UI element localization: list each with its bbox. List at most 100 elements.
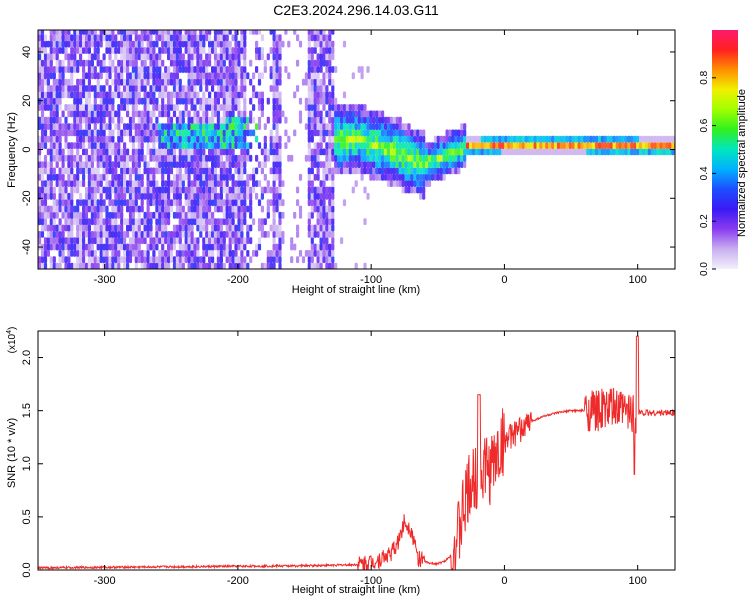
heatmap-cell [231,186,235,194]
heatmap-cell [269,72,273,80]
heatmap-cell [199,161,203,168]
heatmap-cell [38,237,42,245]
heatmap-cell [46,167,50,175]
heatmap-cell [114,231,118,238]
heatmap-cell [213,59,218,67]
heatmap-cell [134,135,138,143]
heatmap-cell [386,116,391,124]
heatmap-cell [120,192,124,200]
heatmap-cell [49,110,53,118]
heatmap-cell [639,148,643,156]
heatmap-cell [52,47,56,54]
heatmap-cell [131,224,135,232]
heatmap-cell [313,192,317,200]
heatmap-cell [310,30,314,35]
heatmap-cell [231,123,235,130]
heatmap-cell [172,231,177,238]
heatmap-cell [240,148,244,156]
heatmap-cell [351,116,355,124]
heatmap-cell [137,34,141,42]
heatmap-cell [433,154,437,162]
heatmap-cell [269,167,273,175]
heatmap-cell [551,135,555,143]
heatmap-cell [281,211,285,219]
heatmap-cell [99,59,103,67]
heatmap-cell [213,142,218,149]
heatmap-cell [76,180,80,187]
heatmap-cell [155,148,159,156]
heatmap-cell [351,148,355,156]
heatmap-cell [222,250,226,257]
heatmap-cell [348,161,352,168]
heatmap-cell [216,34,220,42]
heatmap-cell [219,243,223,251]
heatmap-cell [328,40,332,48]
heatmap-cell [205,142,209,149]
heatmap-cell [108,66,112,73]
heatmap-cell [627,148,631,156]
heatmap-cell [237,135,241,143]
heatmap-cell [559,142,564,149]
heatmap-cell [471,135,476,143]
heatmap-cell [211,218,215,226]
heatmap-cell [134,66,138,73]
heatmap-cell [231,231,235,238]
heatmap-cell [84,218,89,226]
heatmap-cell [337,148,341,156]
heatmap-cell [316,142,320,149]
heatmap-cell [187,237,191,245]
heatmap-cell [79,110,83,118]
heatmap-cell [260,186,264,194]
heatmap-cell [108,30,112,35]
heatmap-cell [231,47,235,54]
heatmap-cell [61,59,65,67]
heatmap-cell [155,186,159,194]
heatmap-cell [84,262,89,269]
heatmap-cell [149,66,153,73]
heatmap-cell [219,135,223,143]
heatmap-cell [398,135,402,143]
heatmap-cell [187,97,191,105]
heatmap-cell [275,129,279,137]
heatmap-cell [64,47,68,54]
heatmap-cell [213,186,218,194]
heatmap-cell [360,104,364,111]
heatmap-cell [114,110,118,118]
heatmap-cell [67,85,71,92]
heatmap-cell [410,161,414,168]
heatmap-cell [108,72,112,80]
heatmap-cell [319,34,323,42]
heatmap-cell [108,53,112,61]
heatmap-cell [586,142,590,149]
heatmap-cell [102,154,106,162]
heatmap-cell [76,66,80,73]
heatmap-cell [202,47,206,54]
heatmap-cell [187,180,191,187]
heatmap-cell [70,110,74,118]
heatmap-cell [128,211,133,219]
heatmap-cell [340,161,344,168]
heatmap-cell [216,40,220,48]
heatmap-cell [366,142,370,149]
heatmap-cell [184,250,188,257]
heatmap-cell [213,91,218,99]
heatmap-cell [61,161,65,168]
heatmap-cell [313,34,317,42]
heatmap-cell [58,59,62,67]
heatmap-cell [161,186,165,194]
heatmap-cell [510,142,514,149]
heatmap-cell [52,256,56,264]
heatmap-cell [222,186,226,194]
heatmap-cell [164,180,168,187]
heatmap-cell [131,110,135,118]
heatmap-cell [331,91,335,99]
heatmap-cell [167,104,171,111]
heatmap-cell [357,167,361,175]
heatmap-cell [366,192,370,200]
heatmap-cell [260,72,264,80]
heatmap-cell [70,211,74,219]
heatmap-cell [87,85,91,92]
heatmap-cell [111,47,115,54]
heatmap-cell [427,154,432,162]
heatmap-cell [43,142,48,149]
